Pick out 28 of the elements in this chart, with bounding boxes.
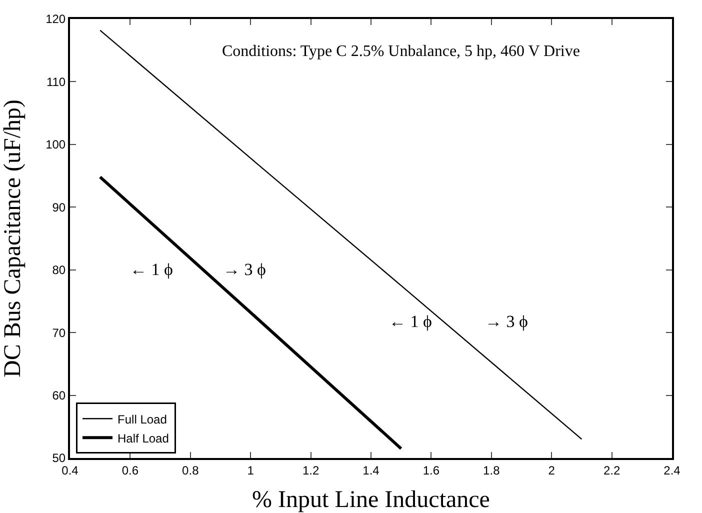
annotation: Conditions: Type C 2.5% Unbalance, 5 hp, 460 V Drive <box>222 43 580 60</box>
y-tick-label: 60 <box>52 388 66 402</box>
x-axis-title: % Input Line Inductance <box>252 487 490 513</box>
y-axis-title: DC Bus Capacitance (uF/hp) <box>0 100 26 378</box>
x-tick-label: 0.6 <box>122 463 139 478</box>
legend-label: Half Load <box>118 431 169 446</box>
legend-label: Full Load <box>118 412 167 426</box>
y-tick-label: 80 <box>52 263 66 278</box>
x-tick-label: 1.4 <box>362 463 380 478</box>
y-tick-label: 110 <box>46 74 66 89</box>
annotation: → 3 ϕ <box>223 260 266 279</box>
x-tick-label: 1 <box>247 463 254 478</box>
y-tick-label: 100 <box>46 138 66 152</box>
x-tick-label: 1.6 <box>422 463 440 478</box>
x-tick-label: 2.2 <box>603 463 620 478</box>
y-tick-label: 50 <box>52 451 66 466</box>
x-tick-label: 0.8 <box>182 463 200 478</box>
y-tick-label: 120 <box>46 12 66 26</box>
x-tick-label: 1.2 <box>302 463 320 478</box>
x-tick-label: 1.8 <box>483 463 500 478</box>
x-tick-label: 2.4 <box>664 463 681 478</box>
annotation: ← 1 ϕ <box>130 260 173 279</box>
x-tick-label: 0.4 <box>62 463 79 478</box>
y-tick-label: 70 <box>52 326 66 340</box>
x-tick-label: 2 <box>548 463 556 478</box>
y-tick-label: 90 <box>52 200 66 214</box>
annotation: ← 1 ϕ <box>389 312 432 331</box>
annotation: → 3 ϕ <box>485 312 528 331</box>
